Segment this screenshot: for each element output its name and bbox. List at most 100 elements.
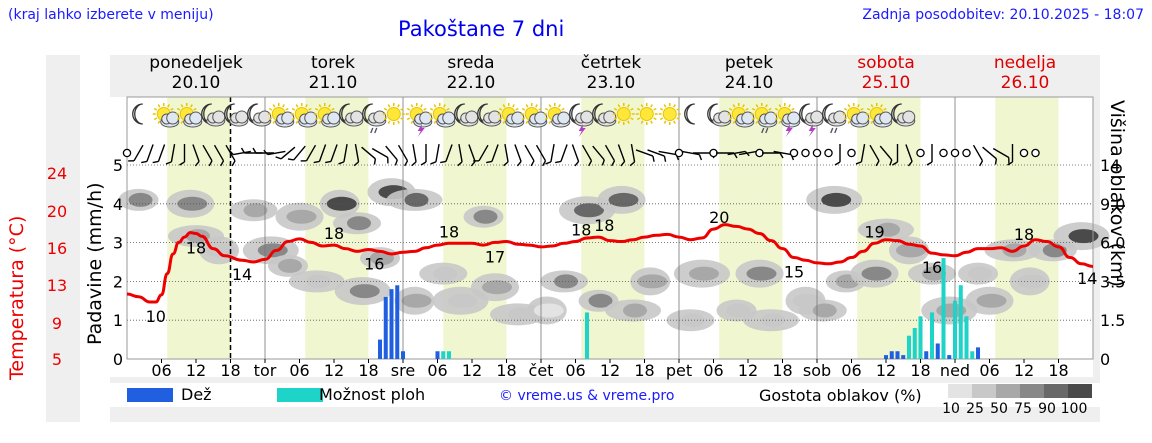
- wind-barb-icon: [834, 144, 841, 166]
- wind-calm-icon: [962, 148, 971, 158]
- cloud-cluster-core: [821, 192, 852, 207]
- cloud-shape: [574, 110, 594, 127]
- wind-barb-icon: [263, 149, 286, 156]
- shower-bar: [964, 316, 969, 359]
- wind-barb-shaft: [478, 144, 489, 162]
- cloud-cluster-core: [922, 266, 946, 281]
- wind-barb-shaft: [192, 144, 200, 162]
- x-tick-label: 12: [186, 361, 206, 380]
- wind-barb-flag: [252, 147, 257, 154]
- sun-ray: [410, 120, 414, 124]
- sun-ray: [295, 104, 299, 108]
- cloud-cluster-core: [286, 209, 317, 224]
- wind-barb-icon: [629, 144, 636, 167]
- sun-cloud-icon: [428, 103, 456, 128]
- wind-calm-icon: [801, 148, 810, 158]
- wind-barb-icon: [571, 144, 580, 167]
- cloud-shape: [367, 110, 387, 127]
- sun-ray: [617, 104, 621, 108]
- wind-barb-shaft: [504, 144, 509, 162]
- sun-ray: [728, 117, 733, 121]
- temperature-value-label: 10: [146, 307, 166, 326]
- x-tick-label: 18: [220, 361, 240, 380]
- wind-barb-flag: [430, 161, 437, 165]
- wind-barb-shaft: [305, 144, 317, 162]
- precipitation-tick-label: 2: [113, 272, 123, 291]
- sun-icon: [658, 103, 681, 125]
- cloud-cluster-core: [278, 258, 302, 273]
- cloud-cluster-core: [876, 222, 900, 237]
- cloud-puff: [189, 111, 203, 125]
- cloud-cluster-core: [533, 303, 564, 318]
- shower-bar: [929, 312, 935, 359]
- cloud-cluster-core: [746, 266, 777, 281]
- sun-ray: [847, 104, 851, 108]
- sun-ray: [857, 104, 860, 108]
- wind-barb-flag: [457, 161, 463, 167]
- location-menu-hint[interactable]: (kraj lahko izberete v meniju): [8, 7, 214, 23]
- wind-barb-flag: [542, 160, 547, 167]
- cloud-puff: [350, 110, 364, 124]
- wind-barb-shaft: [992, 147, 1010, 159]
- cloud-shape: [413, 111, 433, 128]
- day-name: sreda: [447, 53, 495, 73]
- temperature-value-label: 20: [709, 208, 729, 227]
- sun-ray: [676, 117, 680, 121]
- cloud-cluster-core: [473, 209, 498, 224]
- sun-ray: [558, 104, 561, 108]
- sun-ray: [410, 104, 414, 108]
- moon-crescent: [132, 103, 143, 125]
- wind-barb-icon: [486, 144, 499, 164]
- day-header-sunday: nedelja 26.10: [965, 53, 1085, 93]
- wind-barb-icon: [179, 144, 186, 166]
- wind-barb-icon: [300, 144, 317, 162]
- wind-barb-icon: [514, 144, 522, 167]
- wind-barb-icon: [411, 144, 417, 167]
- cloud-cluster-core: [508, 307, 532, 322]
- density-label: 100: [1060, 401, 1088, 417]
- day-name: nedelja: [993, 53, 1057, 73]
- temperature-value-label: 14: [232, 265, 252, 284]
- wind-barb-icon: [430, 144, 440, 165]
- wind-barb-flag: [231, 160, 236, 167]
- sun-ray: [272, 120, 276, 124]
- x-tick-label: 18: [772, 361, 792, 380]
- cloud-puff: [580, 110, 594, 124]
- sun-ray: [870, 104, 874, 108]
- rain-bar: [883, 355, 889, 359]
- cloud-puff: [718, 110, 732, 124]
- cloud-shape: [344, 110, 364, 127]
- sun-ray: [176, 117, 181, 121]
- wind-barb-shaft: [773, 150, 792, 156]
- wind-barb-icon: [440, 144, 453, 164]
- sun-ray: [423, 107, 427, 111]
- sun-storm-icon: [773, 103, 801, 137]
- rain-drop: [370, 127, 374, 134]
- sun-icon: [382, 103, 405, 125]
- wind-barb-flag: [141, 160, 148, 164]
- wind-barb-shaft: [293, 145, 306, 161]
- wind-barb-flag: [1007, 161, 1013, 166]
- wind-barb-shaft: [397, 144, 409, 162]
- cloud-cluster-core: [447, 293, 478, 308]
- credit-link[interactable]: © vreme.us & vreme.pro: [499, 388, 675, 404]
- rain-bar: [935, 343, 940, 359]
- wind-barb-shaft: [550, 144, 555, 162]
- temperature-line: [126, 223, 1094, 304]
- x-tick-label: ned: [940, 361, 970, 380]
- x-tick-label: 18: [358, 361, 378, 380]
- wind-barb-flag: [545, 161, 552, 165]
- sun-ray: [521, 117, 526, 121]
- moon-storm-icon: [569, 103, 594, 137]
- wind-barb-shaft: [560, 144, 568, 162]
- wind-barb-shaft: [658, 150, 677, 156]
- wind-barb-flag: [663, 155, 667, 162]
- temperature-tick-label: 13: [47, 276, 67, 295]
- density-swatch: [1020, 384, 1044, 398]
- sun-ray: [544, 117, 549, 121]
- sun-ray: [193, 107, 197, 111]
- wind-barb-flag: [486, 160, 493, 164]
- rain-bar: [889, 351, 894, 359]
- wind-barb-shaft: [905, 144, 913, 162]
- wind-barb-icon: [213, 144, 225, 167]
